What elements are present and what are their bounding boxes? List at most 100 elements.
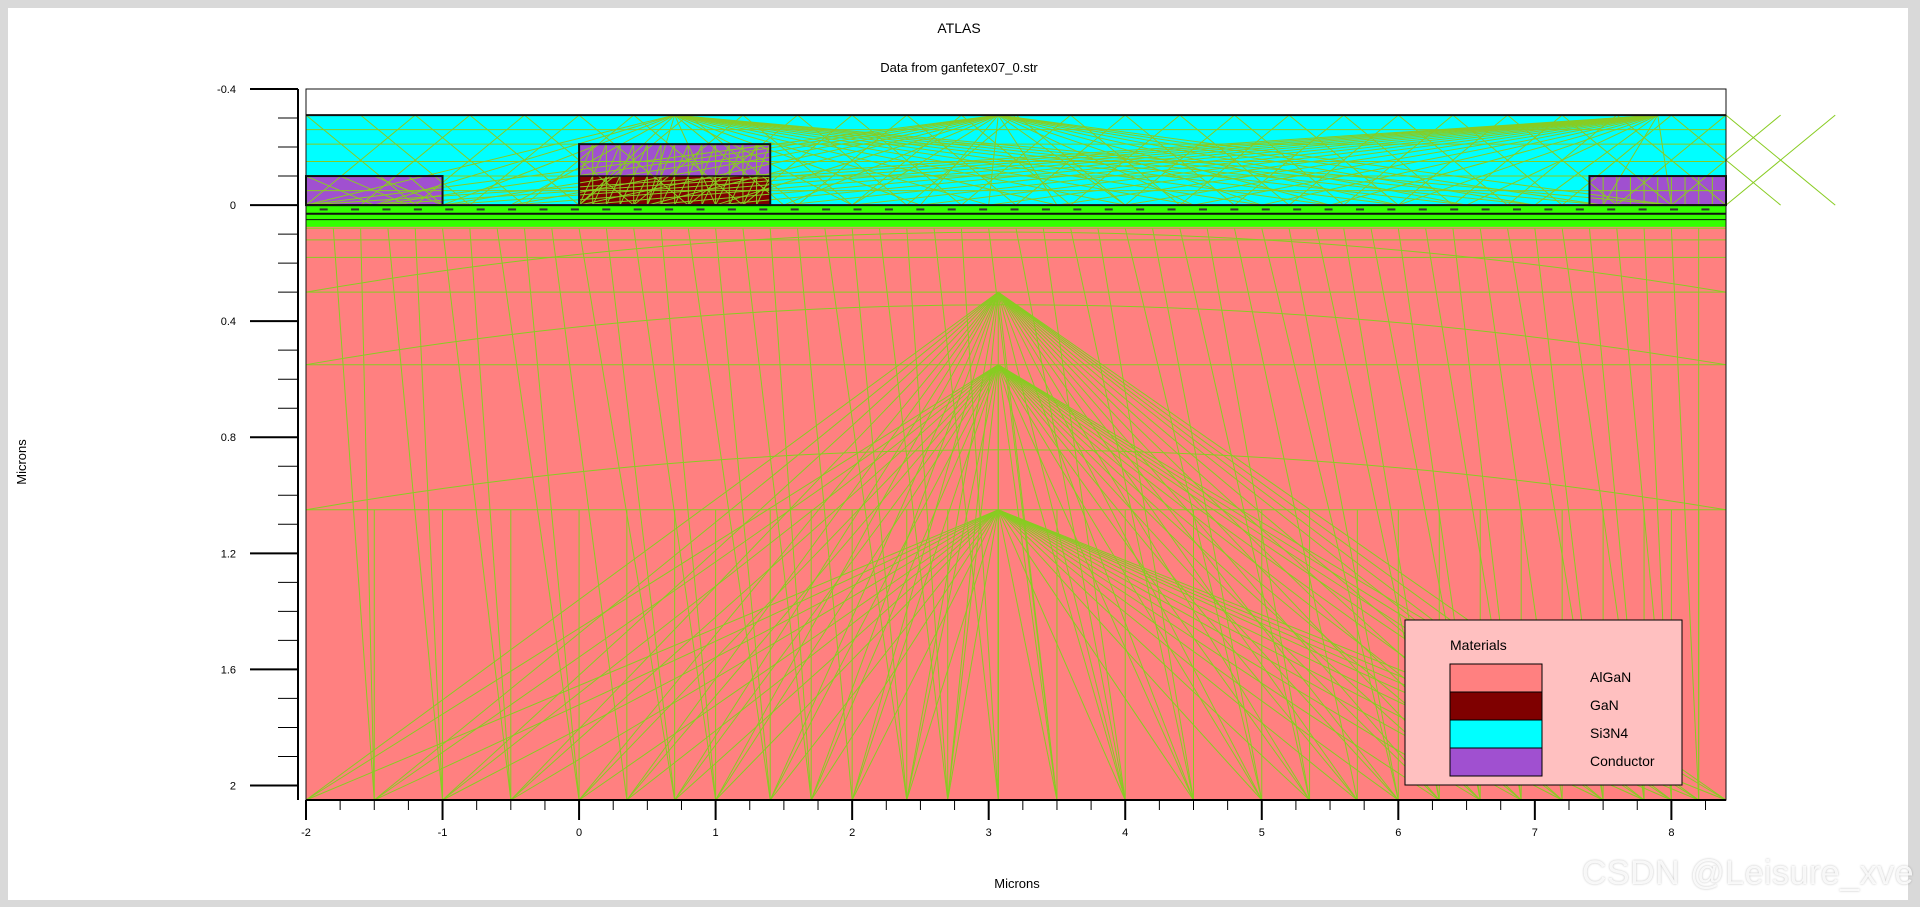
mesh-line [414, 228, 444, 801]
mesh-line [715, 114, 1658, 206]
channel-node-mark [1293, 208, 1302, 211]
mesh-line [997, 291, 1358, 801]
mesh-line [998, 114, 1604, 206]
mesh-line [646, 143, 662, 177]
mesh-line [578, 364, 999, 801]
channel-node-mark [1167, 208, 1176, 211]
mesh-line [947, 509, 999, 801]
mesh-line [674, 114, 989, 206]
x-tick-label: 8 [1668, 827, 1674, 839]
mesh-line [578, 175, 594, 206]
channel-node-mark [1324, 208, 1333, 211]
mesh-line [715, 291, 999, 801]
mesh-line [1670, 228, 1700, 801]
mesh-line [626, 364, 999, 801]
mesh-line [756, 175, 771, 206]
mesh-line [674, 364, 999, 801]
channel-node-mark [1261, 208, 1270, 211]
mesh-line [756, 143, 771, 177]
mesh-line [742, 228, 812, 801]
mesh-line [997, 509, 1358, 801]
mesh-line [633, 175, 648, 206]
channel-node-mark [1513, 208, 1521, 211]
mesh-line [769, 228, 812, 801]
channel-node-mark [1638, 208, 1647, 211]
mesh-line [469, 228, 512, 801]
mesh-line [339, 175, 409, 206]
mesh-line [851, 292, 999, 801]
mesh-line [851, 364, 999, 801]
mesh-line [728, 175, 744, 206]
mesh-line [997, 364, 1399, 801]
mesh-line [1193, 114, 1658, 206]
mesh-line [851, 228, 908, 801]
y-tick-label: 0.4 [221, 316, 236, 328]
mesh-line [997, 364, 1058, 801]
mesh-line [715, 175, 730, 206]
mesh-line [1329, 114, 1658, 206]
mesh-line [728, 143, 744, 177]
mesh-line [305, 175, 375, 206]
channel-node-mark [413, 208, 422, 211]
mesh-line [374, 509, 999, 801]
mesh-line [769, 364, 999, 801]
mesh-line [997, 509, 1126, 801]
mesh-line [997, 509, 1440, 801]
mesh-line [1015, 228, 1126, 801]
mesh-line [674, 114, 1194, 206]
mesh-line [715, 509, 999, 801]
channel-node-mark [1450, 208, 1459, 211]
mesh-line [442, 291, 999, 801]
channel-node-mark [1701, 208, 1710, 211]
mesh-line [305, 291, 999, 801]
mesh-line [906, 364, 999, 801]
mesh-line [605, 228, 676, 801]
channel-node-mark [319, 208, 328, 211]
channel-node-mark [1544, 208, 1553, 211]
mesh-line [1657, 115, 1672, 206]
mesh-line [1152, 228, 1263, 801]
mesh-line [797, 228, 853, 801]
chart-subtitle: Data from ganfetex07_0.str [880, 60, 1038, 75]
mesh-line [578, 291, 999, 801]
mesh-line [997, 364, 1481, 801]
channel-node-mark [665, 208, 674, 211]
mesh-line [305, 231, 1727, 293]
mesh-line [783, 114, 1658, 206]
mesh-line [374, 114, 1658, 206]
channel-node-mark [1355, 208, 1364, 211]
mesh-line [906, 228, 949, 801]
legend-swatch-si3n4 [1449, 719, 1543, 749]
mesh-line [1070, 228, 1194, 801]
x-tick-label: 3 [986, 827, 992, 839]
channel-band [306, 205, 1726, 227]
channel-node-mark [1387, 208, 1396, 211]
mesh-line [997, 509, 1310, 801]
mesh-line [715, 228, 771, 801]
mesh-line [660, 175, 676, 206]
gate-outline [578, 143, 772, 207]
mesh-line [510, 291, 999, 801]
mesh-line [646, 175, 662, 206]
mesh-line [674, 114, 1126, 206]
mesh-line [998, 114, 1672, 206]
channel-node-mark [1418, 208, 1427, 211]
mesh-line [997, 291, 1481, 801]
legend-label-algan: AlGaN [1590, 669, 1631, 685]
mesh-line [998, 114, 1399, 206]
mesh-line [305, 364, 999, 801]
mesh-line [920, 114, 1658, 206]
channel-node-mark [476, 208, 485, 211]
channel-node-mark [1670, 208, 1679, 211]
mesh-line [674, 143, 689, 177]
x-tick-label: 1 [713, 827, 719, 839]
mesh-line [701, 143, 717, 177]
x-tick-label: 2 [849, 827, 855, 839]
legend-label-conductor: Conductor [1590, 753, 1655, 769]
mesh-line [510, 509, 999, 801]
mesh-line [496, 228, 580, 801]
channel-node-mark [853, 208, 862, 211]
mesh-line [997, 509, 1263, 801]
mesh-line [387, 228, 444, 801]
mesh-line [660, 228, 717, 801]
